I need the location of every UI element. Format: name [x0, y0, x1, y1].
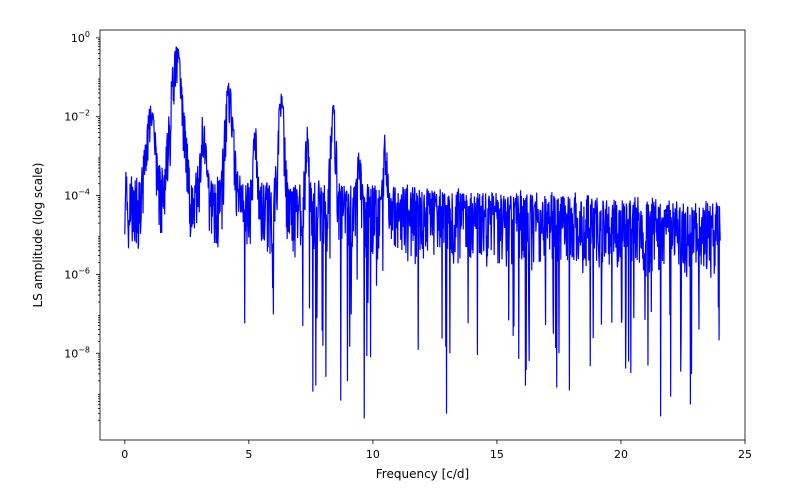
- xaxis-label: Frequency [c/d]: [376, 467, 469, 481]
- xaxis-tick-label: 10: [366, 448, 380, 461]
- xaxis-tick-label: 15: [490, 448, 504, 461]
- xaxis-tick-label: 25: [738, 448, 752, 461]
- yaxis-tick-label: 100: [71, 30, 90, 45]
- periodogram-line: [125, 47, 720, 419]
- yaxis-tick-label: 10−8: [64, 345, 90, 360]
- xaxis-tick-label: 20: [614, 448, 628, 461]
- yaxis-tick-label: 10−2: [64, 109, 90, 124]
- chart-svg: 0 5 10 15 20 25 Frequency [c/d] 10−8 10−6 10−4 10−…: [0, 0, 800, 500]
- yaxis-label: LS amplitude (log scale): [31, 163, 45, 308]
- xaxis-tick-label: 0: [121, 448, 128, 461]
- xaxis-tick-label: 5: [245, 448, 252, 461]
- yaxis-tick-label: 10−6: [64, 266, 90, 281]
- periodogram-chart: 0 5 10 15 20 25 Frequency [c/d] 10−8 10−6 10−4 10−…: [0, 0, 800, 500]
- yaxis-tick-label: 10−4: [64, 188, 90, 203]
